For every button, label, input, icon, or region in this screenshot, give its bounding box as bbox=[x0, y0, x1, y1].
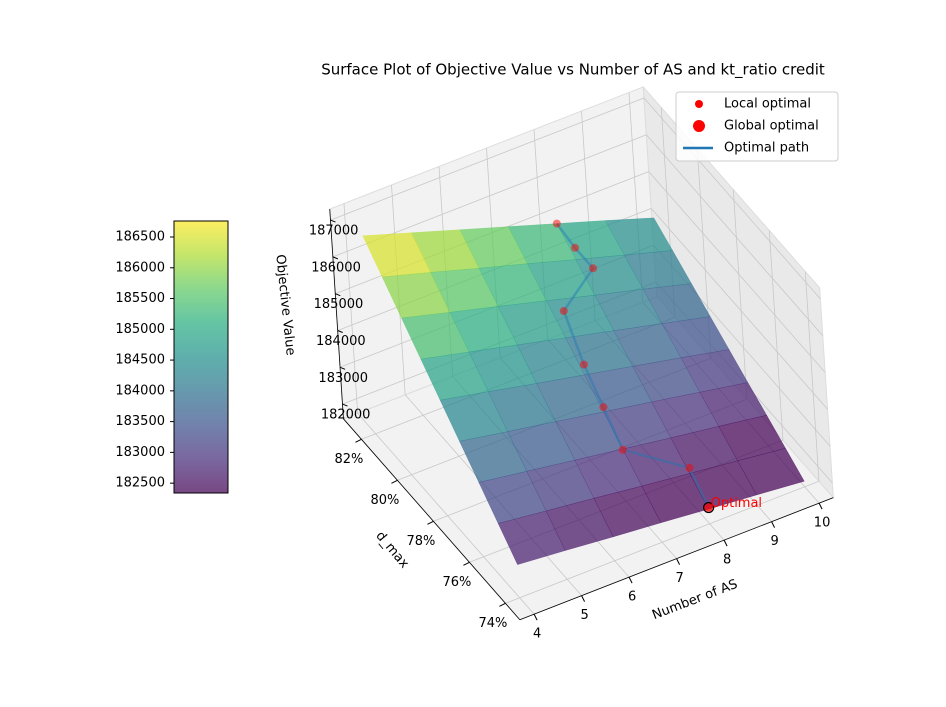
grid-line bbox=[330, 97, 645, 221]
z-tick-label: 184000 bbox=[316, 334, 366, 349]
colorbar-tick-label: 183000 bbox=[115, 445, 165, 460]
axis-line bbox=[329, 209, 344, 419]
y-tick-label: 76% bbox=[443, 575, 472, 590]
grid-line bbox=[650, 208, 828, 410]
colorbar bbox=[173, 220, 229, 494]
local-optimal-point bbox=[552, 219, 561, 228]
grid-line bbox=[804, 271, 820, 482]
z-tick-label: 187000 bbox=[309, 224, 359, 239]
z-axis-label: Objective Value bbox=[272, 254, 298, 356]
colorbar-tick-label: 183500 bbox=[115, 414, 165, 429]
grid-line bbox=[343, 203, 359, 414]
grid-line bbox=[357, 412, 535, 615]
colorbar-tick-label: 182500 bbox=[115, 476, 165, 491]
grid-line bbox=[505, 480, 820, 604]
local-optimal-point bbox=[559, 306, 568, 315]
z-tick-label: 186000 bbox=[311, 260, 361, 275]
y-tick bbox=[427, 520, 434, 525]
z-tick-label: 185000 bbox=[314, 297, 364, 312]
legend-marker bbox=[695, 100, 703, 108]
z-tick-label: 183000 bbox=[318, 371, 368, 386]
z-tick bbox=[335, 293, 341, 297]
colorbar-tick-label: 184000 bbox=[115, 383, 165, 398]
legend-label: Optimal path bbox=[724, 141, 809, 156]
x-tick-label: 6 bbox=[628, 590, 636, 605]
z-tick-label: 182000 bbox=[321, 408, 371, 423]
x-tick-label: 4 bbox=[533, 627, 541, 642]
x-tick bbox=[676, 558, 681, 565]
global-optimal-point bbox=[703, 501, 715, 514]
y-tick bbox=[499, 602, 506, 607]
x-tick bbox=[723, 539, 728, 547]
grid-line bbox=[646, 134, 824, 336]
z-tick bbox=[330, 219, 336, 223]
x-tick-label: 10 bbox=[814, 516, 831, 531]
x-tick-label: 8 bbox=[723, 553, 731, 568]
local-optimal-point bbox=[618, 445, 627, 454]
annotation: Optimal bbox=[711, 496, 762, 511]
grid-line bbox=[768, 230, 784, 441]
chart-title: Surface Plot of Objective Value vs Numbe… bbox=[321, 61, 825, 80]
surface-patch bbox=[497, 510, 566, 565]
legend: Local optimal Global optimal Optimal path bbox=[675, 91, 839, 162]
legend-marker bbox=[693, 120, 705, 132]
local-optimal-point bbox=[599, 403, 608, 412]
legend-box bbox=[675, 91, 839, 162]
colorbar-tick-label: 185000 bbox=[115, 322, 165, 337]
y-tick bbox=[463, 561, 470, 566]
x-axis-label: Number of AS bbox=[650, 577, 740, 623]
x-tick bbox=[581, 595, 586, 602]
z-tick bbox=[342, 403, 348, 407]
y-tick-label: 78% bbox=[407, 534, 436, 549]
z-tick bbox=[332, 256, 339, 260]
grid-line bbox=[643, 97, 821, 300]
x-tick bbox=[818, 502, 823, 510]
colorbar-tick-label: 185500 bbox=[115, 291, 165, 306]
grid-line bbox=[648, 171, 826, 373]
y-tick-label: 74% bbox=[479, 616, 508, 631]
colorbar-tick-label: 186000 bbox=[115, 260, 165, 275]
x-tick bbox=[533, 613, 538, 621]
x-tick bbox=[628, 576, 633, 584]
axis-line bbox=[519, 497, 834, 621]
x-tick-label: 5 bbox=[580, 608, 588, 623]
z-tick bbox=[337, 330, 343, 333]
legend-label: Local optimal bbox=[724, 97, 811, 112]
colorbar-tick-label: 186500 bbox=[115, 230, 165, 245]
x-tick-label: 7 bbox=[675, 571, 683, 586]
y-tick-label: 80% bbox=[371, 493, 400, 508]
y-tick bbox=[355, 438, 362, 443]
legend-label: Global optimal bbox=[724, 119, 819, 134]
local-optimal-point bbox=[589, 264, 598, 273]
local-optimal-point bbox=[579, 360, 588, 369]
z-tick bbox=[339, 366, 346, 370]
y-tick-label: 82% bbox=[335, 452, 364, 467]
local-optimal-point bbox=[571, 243, 580, 252]
x-tick-label: 9 bbox=[770, 534, 778, 549]
y-tick bbox=[391, 479, 398, 484]
colorbar-tick-label: 184500 bbox=[115, 353, 165, 368]
axis-line bbox=[343, 418, 521, 620]
x-tick bbox=[771, 521, 776, 528]
grid-line bbox=[732, 189, 748, 400]
local-optimal-point bbox=[685, 463, 694, 472]
